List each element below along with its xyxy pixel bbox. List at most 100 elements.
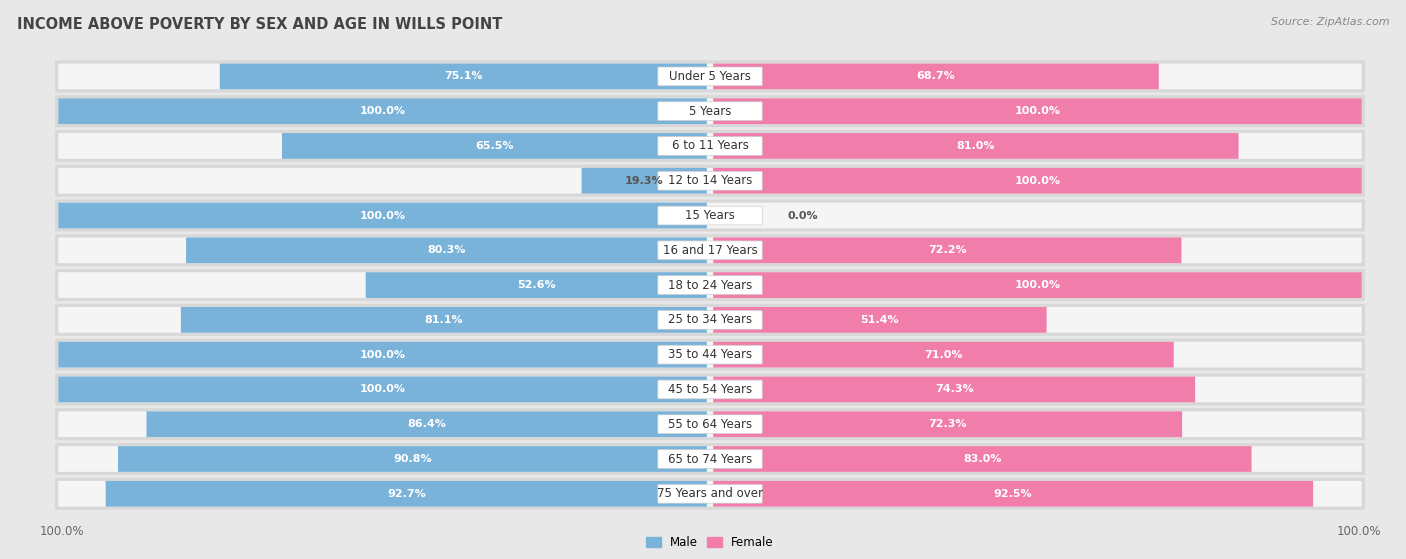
Text: 81.1%: 81.1% — [425, 315, 463, 325]
Legend: Male, Female: Male, Female — [641, 532, 779, 554]
Text: 25 to 34 Years: 25 to 34 Years — [668, 314, 752, 326]
Text: 5 Years: 5 Years — [689, 105, 731, 118]
FancyBboxPatch shape — [713, 98, 1362, 124]
Text: 74.3%: 74.3% — [935, 385, 973, 395]
Text: 81.0%: 81.0% — [956, 141, 995, 151]
FancyBboxPatch shape — [658, 241, 762, 260]
FancyBboxPatch shape — [713, 272, 1362, 298]
FancyBboxPatch shape — [658, 415, 762, 434]
FancyBboxPatch shape — [58, 168, 1362, 193]
FancyBboxPatch shape — [713, 446, 1251, 472]
Text: 45 to 54 Years: 45 to 54 Years — [668, 383, 752, 396]
Text: 18 to 24 Years: 18 to 24 Years — [668, 278, 752, 292]
FancyBboxPatch shape — [283, 133, 707, 159]
FancyBboxPatch shape — [105, 481, 707, 506]
FancyBboxPatch shape — [55, 408, 1365, 440]
FancyBboxPatch shape — [658, 102, 762, 121]
FancyBboxPatch shape — [55, 373, 1365, 405]
Text: 55 to 64 Years: 55 to 64 Years — [668, 418, 752, 431]
FancyBboxPatch shape — [658, 67, 762, 86]
FancyBboxPatch shape — [55, 200, 1365, 231]
FancyBboxPatch shape — [186, 238, 707, 263]
FancyBboxPatch shape — [58, 377, 1362, 402]
Text: 19.3%: 19.3% — [624, 176, 664, 186]
FancyBboxPatch shape — [58, 98, 707, 124]
FancyBboxPatch shape — [658, 485, 762, 503]
FancyBboxPatch shape — [58, 342, 1362, 367]
FancyBboxPatch shape — [713, 168, 1362, 193]
FancyBboxPatch shape — [58, 203, 1362, 229]
Text: 100.0%: 100.0% — [360, 106, 405, 116]
FancyBboxPatch shape — [713, 238, 1181, 263]
FancyBboxPatch shape — [658, 136, 762, 155]
Text: 100.0%: 100.0% — [1015, 106, 1060, 116]
FancyBboxPatch shape — [58, 64, 1362, 89]
Text: 6 to 11 Years: 6 to 11 Years — [672, 139, 748, 153]
Text: 100.0%: 100.0% — [360, 211, 405, 221]
FancyBboxPatch shape — [658, 449, 762, 468]
FancyBboxPatch shape — [58, 446, 1362, 472]
FancyBboxPatch shape — [58, 342, 707, 367]
Text: 71.0%: 71.0% — [924, 349, 963, 359]
Text: 75.1%: 75.1% — [444, 72, 482, 82]
Text: 12 to 14 Years: 12 to 14 Years — [668, 174, 752, 187]
Text: 52.6%: 52.6% — [517, 280, 555, 290]
Text: 90.8%: 90.8% — [394, 454, 432, 464]
Text: 100.0%: 100.0% — [1015, 280, 1060, 290]
Text: 100.0%: 100.0% — [360, 349, 405, 359]
FancyBboxPatch shape — [58, 98, 1362, 124]
FancyBboxPatch shape — [366, 272, 707, 298]
Text: 72.3%: 72.3% — [928, 419, 967, 429]
Text: 75 Years and over: 75 Years and over — [657, 487, 763, 500]
FancyBboxPatch shape — [658, 206, 762, 225]
FancyBboxPatch shape — [58, 307, 1362, 333]
Text: 86.4%: 86.4% — [408, 419, 446, 429]
Text: 51.4%: 51.4% — [860, 315, 900, 325]
Text: 16 and 17 Years: 16 and 17 Years — [662, 244, 758, 257]
FancyBboxPatch shape — [55, 95, 1365, 127]
FancyBboxPatch shape — [55, 478, 1365, 510]
FancyBboxPatch shape — [658, 310, 762, 329]
FancyBboxPatch shape — [713, 342, 1174, 367]
Text: 68.7%: 68.7% — [917, 72, 955, 82]
FancyBboxPatch shape — [58, 203, 707, 229]
FancyBboxPatch shape — [55, 60, 1365, 92]
Text: 92.5%: 92.5% — [994, 489, 1032, 499]
Text: INCOME ABOVE POVERTY BY SEX AND AGE IN WILLS POINT: INCOME ABOVE POVERTY BY SEX AND AGE IN W… — [17, 17, 502, 32]
Text: Source: ZipAtlas.com: Source: ZipAtlas.com — [1271, 17, 1389, 27]
FancyBboxPatch shape — [58, 272, 1362, 298]
FancyBboxPatch shape — [713, 377, 1195, 402]
FancyBboxPatch shape — [55, 269, 1365, 301]
FancyBboxPatch shape — [118, 446, 707, 472]
Text: 15 Years: 15 Years — [685, 209, 735, 222]
FancyBboxPatch shape — [146, 411, 707, 437]
Text: 72.2%: 72.2% — [928, 245, 967, 255]
Text: 65 to 74 Years: 65 to 74 Years — [668, 452, 752, 466]
Text: 100.0%: 100.0% — [1015, 176, 1060, 186]
Text: 100.0%: 100.0% — [360, 385, 405, 395]
FancyBboxPatch shape — [55, 339, 1365, 371]
FancyBboxPatch shape — [58, 238, 1362, 263]
FancyBboxPatch shape — [658, 276, 762, 295]
FancyBboxPatch shape — [58, 411, 1362, 437]
FancyBboxPatch shape — [582, 168, 707, 193]
FancyBboxPatch shape — [58, 481, 1362, 506]
FancyBboxPatch shape — [55, 304, 1365, 336]
FancyBboxPatch shape — [713, 133, 1239, 159]
FancyBboxPatch shape — [713, 481, 1313, 506]
FancyBboxPatch shape — [713, 64, 1159, 89]
FancyBboxPatch shape — [58, 377, 707, 402]
FancyBboxPatch shape — [658, 380, 762, 399]
FancyBboxPatch shape — [55, 234, 1365, 266]
Text: 0.0%: 0.0% — [787, 211, 818, 221]
Text: 92.7%: 92.7% — [387, 489, 426, 499]
Text: 80.3%: 80.3% — [427, 245, 465, 255]
FancyBboxPatch shape — [55, 165, 1365, 197]
FancyBboxPatch shape — [658, 172, 762, 190]
FancyBboxPatch shape — [713, 307, 1046, 333]
Text: 83.0%: 83.0% — [963, 454, 1001, 464]
FancyBboxPatch shape — [58, 133, 1362, 159]
Text: 35 to 44 Years: 35 to 44 Years — [668, 348, 752, 361]
FancyBboxPatch shape — [219, 64, 707, 89]
FancyBboxPatch shape — [55, 443, 1365, 475]
